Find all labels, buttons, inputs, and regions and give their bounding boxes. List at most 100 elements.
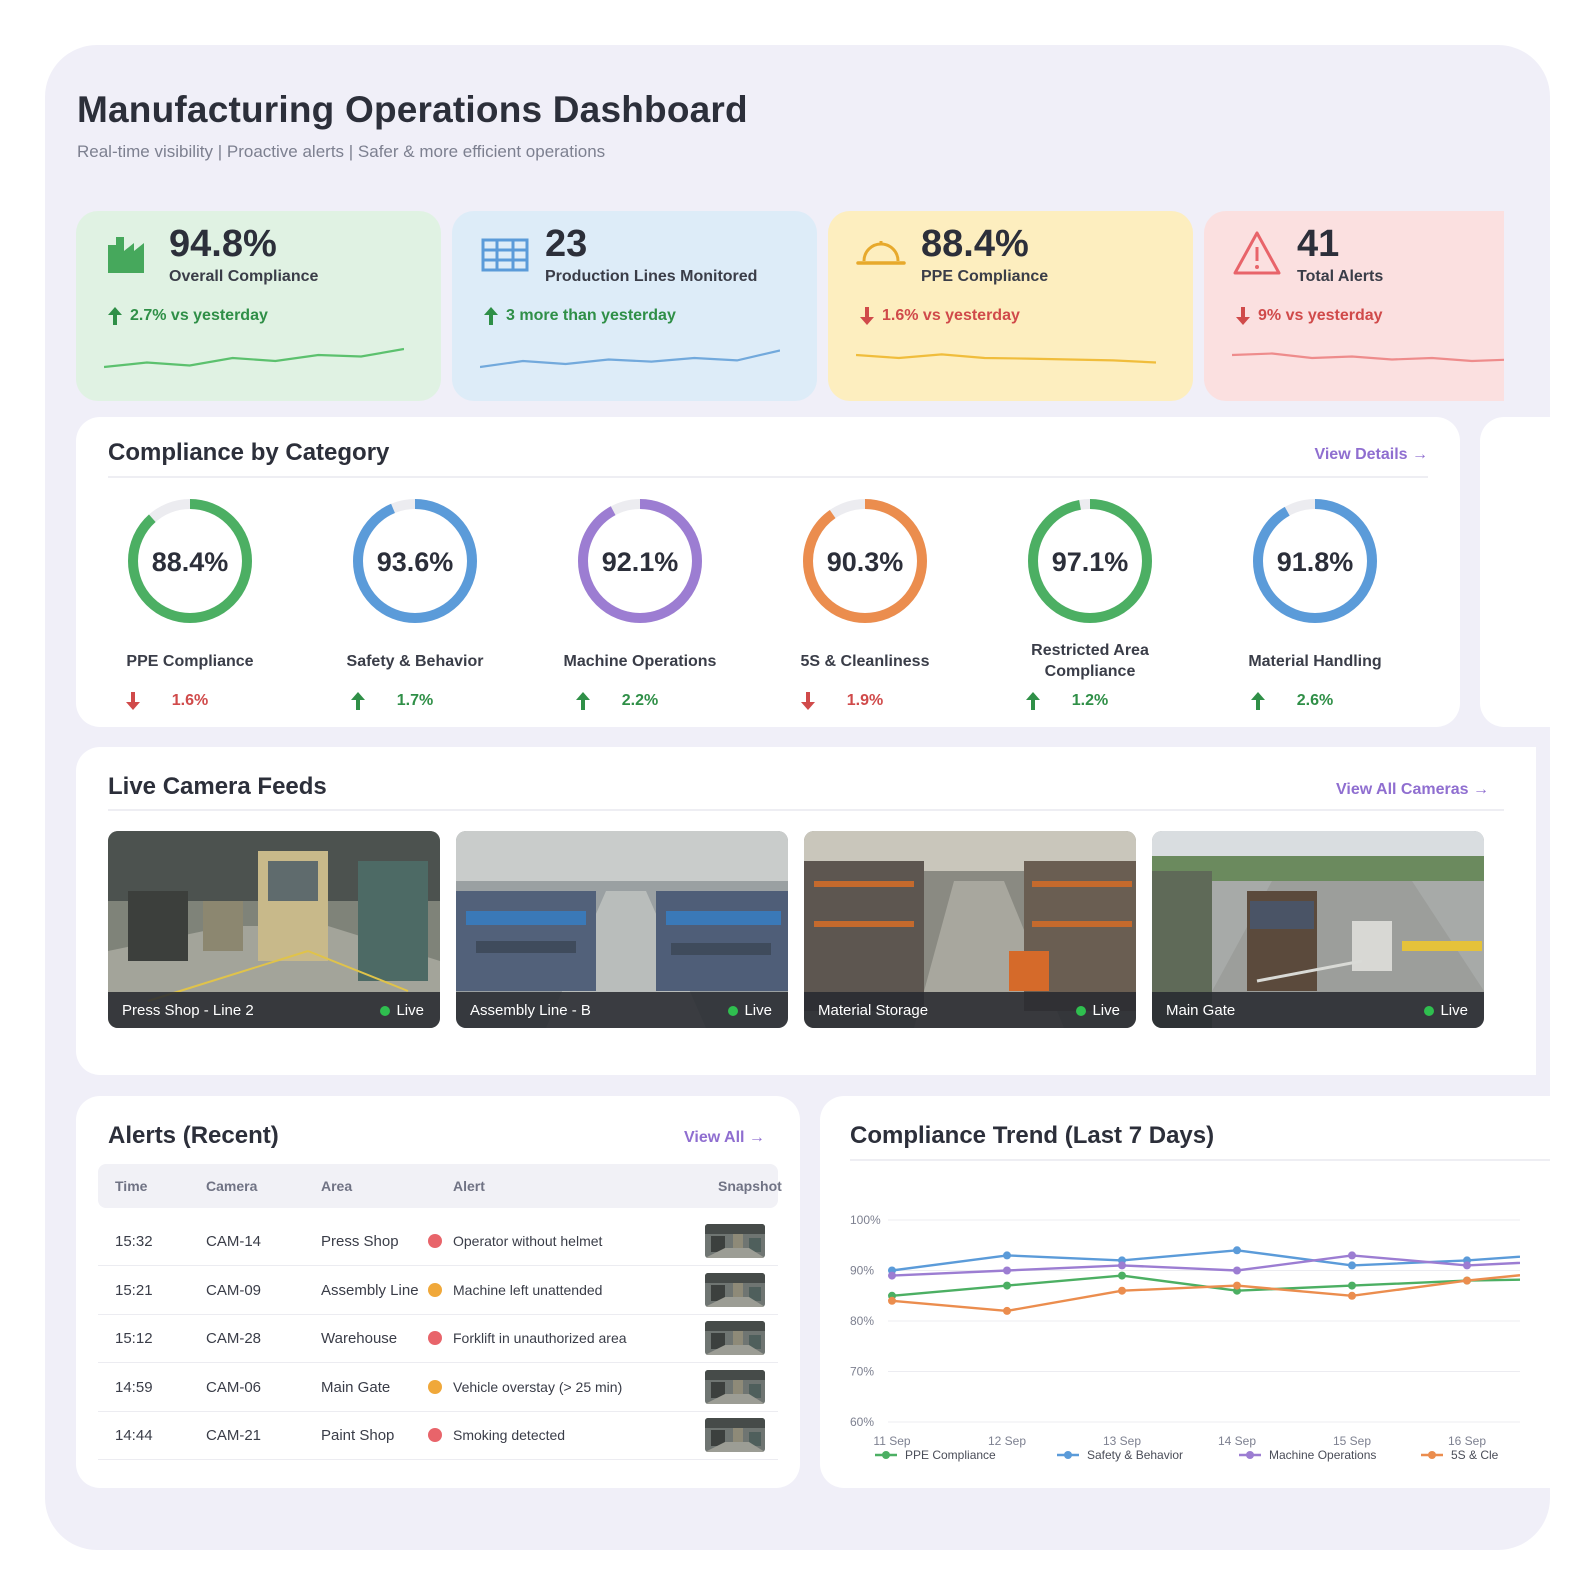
alerts-title: Alerts (Recent) — [108, 1122, 279, 1149]
kpi-label: Production Lines Monitored — [545, 268, 758, 285]
camera-caption: Assembly Line - B Live — [456, 992, 788, 1028]
column-header-camera: Camera — [206, 1178, 258, 1194]
divider — [108, 476, 1428, 478]
cell-camera: CAM-14 — [206, 1233, 262, 1250]
view-all-cameras-link[interactable]: View All Cameras → — [1336, 781, 1489, 798]
kpi-delta: 2.7% vs yesterday — [108, 307, 268, 325]
arrow-up-icon — [108, 307, 122, 325]
donut-ring — [578, 499, 702, 623]
severity-dot-icon — [428, 1428, 442, 1442]
cell-alert: Forklift in unauthorized area — [453, 1330, 627, 1346]
legend-swatch-icon — [1421, 1451, 1443, 1459]
donut-5s-cleanliness[interactable]: 90.3% 5S & Cleanliness 1.9% — [765, 497, 965, 717]
donut-delta-text: 1.6% — [171, 692, 209, 709]
table-row[interactable]: 15:12 CAM-28 Warehouse Forklift in unauthor… — [98, 1315, 778, 1363]
series-point — [1348, 1281, 1356, 1290]
live-dot-icon — [1424, 1005, 1435, 1016]
legend-item[interactable]: Safety & Behavior — [1057, 1448, 1183, 1462]
severity-dot-icon — [428, 1379, 442, 1394]
donut-safety-behavior[interactable]: 93.6% Safety & Behavior 1.7% — [315, 497, 515, 717]
page-title: Manufacturing Operations Dashboard — [77, 89, 748, 130]
trend-title: Compliance Trend (Last 7 Days) — [850, 1122, 1215, 1149]
snapshot-thumbnail[interactable] — [705, 1224, 765, 1258]
snapshot-thumbnail[interactable] — [705, 1369, 765, 1404]
table-row[interactable]: 15:32 CAM-14 Press Shop Operator without he… — [98, 1218, 778, 1266]
cell-alert: Vehicle overstay (> 25 min) — [453, 1378, 623, 1395]
factory-icon — [108, 237, 144, 273]
view-details-link[interactable]: View Details → — [1314, 446, 1428, 463]
arrow-up-icon — [484, 307, 498, 325]
camera-feed-material-storage[interactable]: Material Storage Live — [804, 831, 1136, 1028]
table-row[interactable]: 14:59 CAM-06 Main Gate Vehicle overstay (> … — [98, 1364, 778, 1412]
donut-delta-text: 1.9% — [846, 692, 884, 709]
legend-item[interactable]: PPE Compliance — [875, 1448, 996, 1462]
donut-ring — [353, 499, 477, 623]
donut-delta: 1.7% — [315, 692, 515, 710]
table-row[interactable]: 14:44 CAM-21 Paint Shop Smoking detected — [98, 1412, 778, 1460]
donut-label: Material Handling — [1248, 652, 1382, 670]
y-tick-label: 90% — [850, 1264, 874, 1278]
kpi-delta-text: 1.6% vs yesterday — [882, 307, 1020, 324]
table-row[interactable]: 15:21 CAM-09 Assembly Line Machine left una… — [98, 1267, 778, 1315]
alerts-panel: Alerts (Recent) View All → Time Camera A… — [76, 1096, 800, 1488]
divider — [850, 1159, 1550, 1161]
kpi-card-production-lines[interactable]: 23 Production Lines Monitored 3 more tha… — [452, 211, 817, 401]
donut-ppe-compliance[interactable]: 88.4% PPE Compliance 1.6% — [90, 497, 290, 717]
camera-name: Press Shop - Line 2 — [122, 1002, 254, 1019]
donut-label: PPE Compliance — [126, 652, 254, 670]
camera-feed-press-shop[interactable]: Press Shop - Line 2 Live — [108, 831, 440, 1028]
camera-feed-assembly-line[interactable]: Assembly Line - B Live — [456, 831, 788, 1028]
cell-area: Press Shop — [321, 1233, 399, 1250]
live-label: Live — [1092, 1002, 1120, 1019]
kpi-card-total-alerts[interactable]: 41 Total Alerts 9% vs yesterday — [1204, 211, 1504, 401]
donut-delta-text: 1.7% — [396, 692, 434, 709]
camera-name: Main Gate — [1166, 1002, 1236, 1019]
donut-value: 93.6% — [376, 547, 454, 577]
view-all-alerts-link[interactable]: View All → — [684, 1129, 765, 1146]
cell-camera: CAM-09 — [206, 1281, 262, 1299]
compliance-trend-chart: 100% 90% 80% 70% 60% 11 Sep 12 Sep 13 Sep 14 Sep… — [850, 1213, 1520, 1448]
camera-caption: Material Storage Live — [804, 992, 1136, 1028]
legend-item[interactable]: 5S & Cle — [1421, 1448, 1498, 1462]
legend-item[interactable]: Machine Operations — [1239, 1448, 1376, 1462]
kpi-delta-text: 2.7% vs yesterday — [130, 307, 268, 324]
donut-label: Safety & Behavior — [346, 652, 484, 670]
snapshot-thumbnail[interactable] — [705, 1418, 765, 1452]
snapshot-image — [705, 1369, 765, 1404]
donut-material-handling[interactable]: 91.8% Material Handling 2.6% — [1215, 497, 1415, 717]
divider — [108, 809, 1504, 811]
snapshot-thumbnail[interactable] — [705, 1272, 765, 1307]
snapshot-image — [705, 1418, 765, 1452]
kpi-delta-text: 9% vs yesterday — [1258, 307, 1383, 324]
y-tick-label: 80% — [850, 1314, 874, 1328]
donut-machine-operations[interactable]: 92.1% Machine Operations 2.2% — [540, 497, 740, 717]
donut-label: Machine Operations — [563, 652, 717, 670]
kpi-delta: 9% vs yesterday — [1236, 307, 1383, 325]
donut-delta-text: 2.2% — [621, 692, 659, 709]
donut-restricted-area-compliance[interactable]: 97.1% Restricted Area Compliance 1.2% — [990, 497, 1190, 717]
kpi-card-overall-compliance[interactable]: 94.8% Overall Compliance 2.7% vs yesterd… — [76, 211, 441, 401]
snapshot-thumbnail[interactable] — [705, 1321, 765, 1355]
column-header-time: Time — [115, 1178, 148, 1194]
warning-triangle-icon — [1233, 231, 1281, 275]
x-tick-label: 15 Sep — [1333, 1434, 1371, 1448]
camera-caption: Main Gate Live — [1152, 992, 1484, 1028]
kpi-sparkline — [480, 349, 780, 369]
legend-swatch-icon — [875, 1451, 897, 1459]
alerts-table-header: Time Camera Area Alert Snapshot — [98, 1164, 782, 1208]
x-tick-label: 16 Sep — [1448, 1434, 1486, 1448]
kpi-card-ppe-compliance[interactable]: 88.4% PPE Compliance 1.6% vs yesterday — [828, 211, 1193, 401]
kpi-label: Overall Compliance — [169, 268, 319, 285]
legend-label: Machine Operations — [1269, 1448, 1377, 1462]
column-header-area: Area — [321, 1178, 353, 1194]
series-point — [1233, 1246, 1241, 1255]
hard-hat-icon — [856, 241, 906, 265]
series-point — [1348, 1251, 1356, 1260]
donut-delta-text: 2.6% — [1296, 692, 1334, 709]
cell-time: 15:32 — [115, 1233, 153, 1250]
camera-feed-main-gate[interactable]: Main Gate Live — [1152, 831, 1484, 1028]
cell-area: Assembly Line — [321, 1281, 419, 1299]
series-point — [1118, 1271, 1126, 1280]
column-header-snapshot: Snapshot — [718, 1178, 782, 1194]
arrow-up-icon — [1026, 692, 1040, 710]
